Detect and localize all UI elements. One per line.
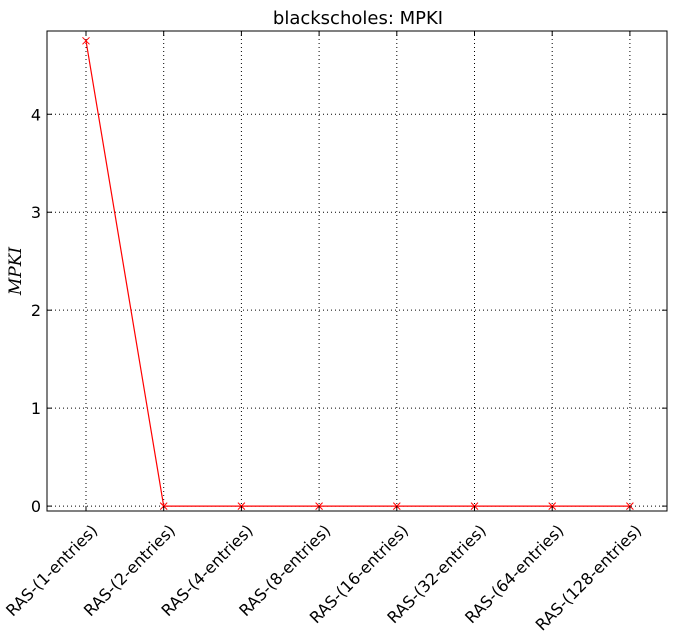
y-axis-label: MPKI bbox=[6, 247, 26, 297]
tick-marks bbox=[47, 31, 667, 511]
series-line bbox=[85, 40, 630, 507]
series-layer bbox=[82, 36, 634, 510]
chart-title: blackscholes: MPKI bbox=[273, 8, 443, 29]
y-tick-label: 2 bbox=[31, 301, 41, 320]
grid-lines bbox=[47, 31, 667, 511]
y-tick-labels: 0 1 2 3 4 bbox=[31, 105, 41, 516]
y-tick-label: 0 bbox=[31, 497, 41, 516]
plot-frame bbox=[46, 30, 668, 512]
x-tick-labels: RAS-(1-entries)RAS-(2-entries)RAS-(4-ent… bbox=[2, 521, 645, 635]
y-tick-label: 3 bbox=[31, 203, 41, 222]
data-point-marker bbox=[82, 36, 90, 45]
y-tick-label: 1 bbox=[31, 399, 41, 418]
plot-background bbox=[47, 31, 667, 511]
y-tick-label: 4 bbox=[31, 105, 41, 124]
